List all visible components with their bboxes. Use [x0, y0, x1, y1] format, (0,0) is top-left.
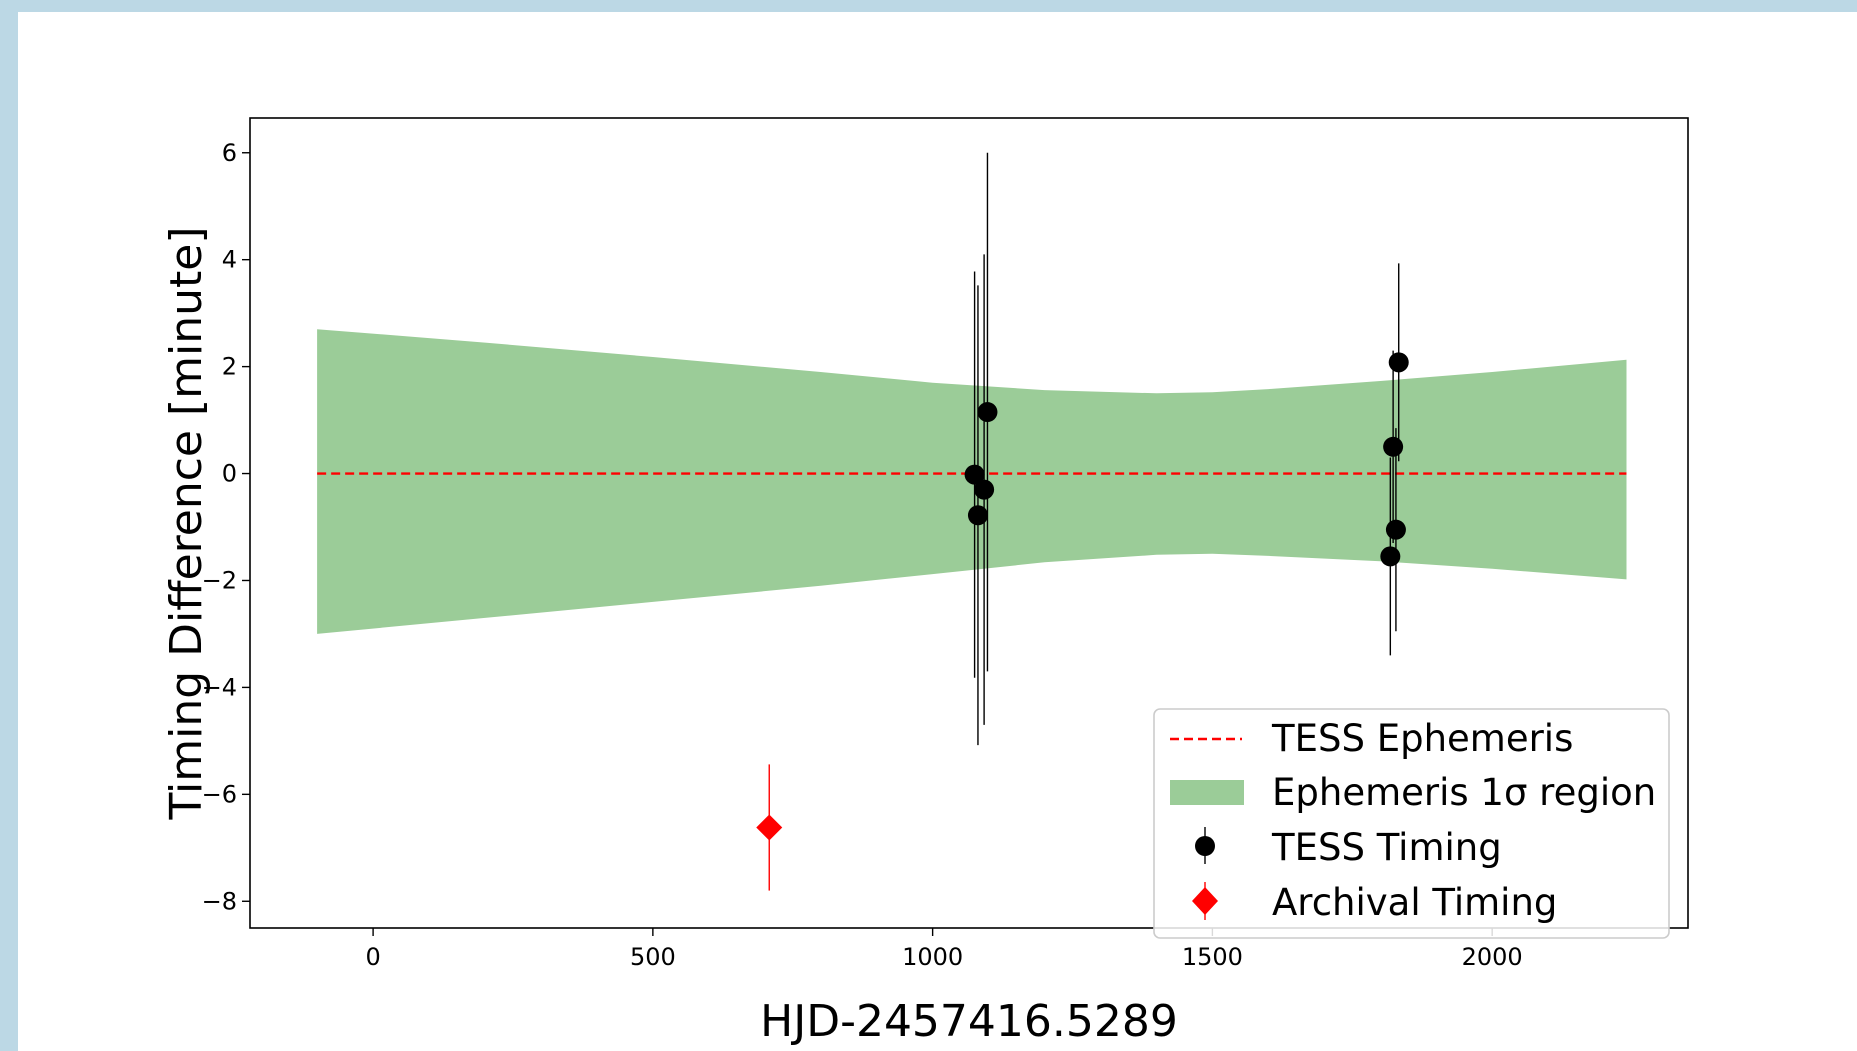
y-ticks: 6 4 2 0 −2 −4 −6 −8 — [202, 139, 250, 915]
y-tick-label-5: −4 — [202, 673, 237, 701]
tess-timing-point-4 — [1380, 546, 1401, 567]
x-tick-label-2: 1000 — [902, 943, 963, 971]
x-tick-label-0: 0 — [365, 943, 380, 971]
tess-timing-point-2 — [974, 479, 995, 500]
figure-panel: 0 500 1000 1500 2000 6 4 2 0 −2 −4 −6 −8 HJD-245741… — [18, 12, 1857, 1051]
timing-chart: 0 500 1000 1500 2000 6 4 2 0 −2 −4 −6 −8 HJD-245741… — [161, 117, 1689, 1047]
y-tick-label-3: 0 — [222, 460, 237, 488]
legend-archival-label: Archival Timing — [1272, 881, 1557, 924]
legend-archival-marker — [1192, 887, 1218, 915]
x-axis-label: HJD-2457416.5289 — [760, 996, 1178, 1047]
legend-band-swatch — [1170, 780, 1244, 805]
y-tick-label-1: 4 — [222, 246, 237, 274]
y-tick-label-6: −6 — [202, 780, 237, 808]
x-tick-label-4: 2000 — [1462, 943, 1523, 971]
tess-timing-point-1 — [967, 505, 988, 526]
legend-tess-marker — [1195, 836, 1215, 856]
legend-band-label: Ephemeris 1σ region — [1272, 771, 1656, 814]
tess-timing-point-5 — [1383, 436, 1404, 457]
legend-tess-label: TESS Timing — [1271, 826, 1502, 869]
tess-timing-point-0 — [964, 464, 985, 485]
legend: TESS Ephemeris Ephemeris 1σ region TESS … — [1153, 708, 1670, 939]
y-tick-label-0: 6 — [222, 139, 237, 167]
legend-box — [1153, 708, 1670, 939]
archival-timing-point-0 — [756, 814, 783, 841]
tess-timing-point-7 — [1388, 352, 1409, 373]
x-tick-label-3: 1500 — [1182, 943, 1243, 971]
y-axis-label: Timing Difference [minute] — [161, 227, 212, 821]
points-layer — [756, 152, 1409, 891]
tess-timing-point-6 — [1385, 519, 1406, 540]
y-tick-label-2: 2 — [222, 353, 237, 381]
y-tick-label-7: −8 — [202, 887, 237, 915]
plot-frame — [249, 117, 1689, 929]
y-tick-label-4: −2 — [202, 566, 237, 594]
tess-timing-point-3 — [977, 402, 998, 423]
legend-ephemeris-label: TESS Ephemeris — [1271, 717, 1573, 760]
x-ticks: 0 500 1000 1500 2000 — [365, 928, 1523, 971]
x-tick-label-1: 500 — [630, 943, 676, 971]
